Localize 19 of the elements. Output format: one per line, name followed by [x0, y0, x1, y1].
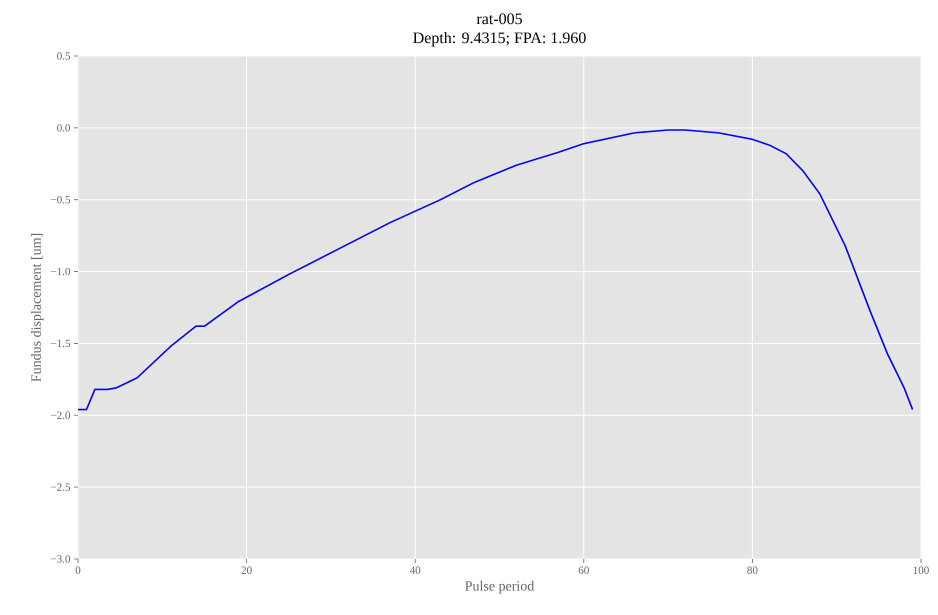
x-tick-label: 0	[76, 566, 80, 574]
y-tick-label: 0.5	[57, 52, 70, 60]
y-tick-label: −0.5	[51, 196, 70, 204]
y-tick-label: −3.0	[51, 555, 70, 563]
chart-title: rat-005	[476, 13, 522, 24]
y-tick-label: −1.5	[51, 340, 70, 348]
chart-subtitle: Depth: 9.4315; FPA: 1.960	[413, 32, 586, 46]
y-tick-label: −2.5	[51, 483, 70, 491]
x-tick-label: 100	[914, 566, 929, 574]
y-tick-label: −2.0	[51, 412, 70, 420]
y-axis-title: Fundus displacement [um]	[30, 234, 44, 382]
y-tick-label: 0.0	[57, 124, 70, 132]
line-series	[78, 129, 914, 410]
x-tick-label: 40	[410, 566, 420, 574]
y-tick-label: −1.0	[51, 268, 70, 276]
x-axis-title: Pulse period	[465, 580, 534, 594]
x-tick-label: 80	[747, 566, 758, 574]
x-tick-label: 20	[242, 566, 252, 574]
x-tick-label: 60	[578, 566, 589, 574]
